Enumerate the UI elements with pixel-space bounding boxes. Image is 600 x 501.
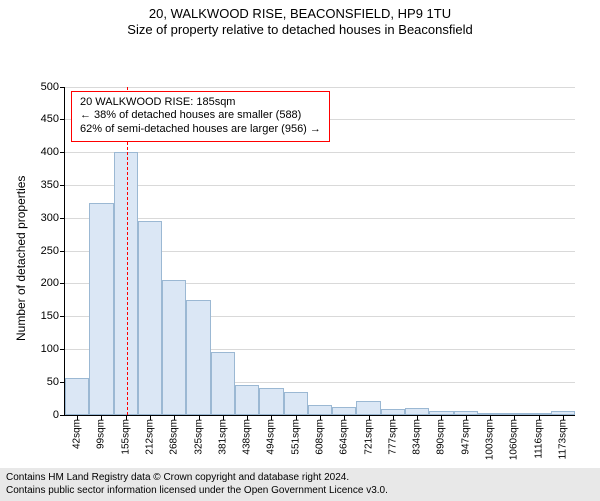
chart-title-line1: 20, WALKWOOD RISE, BEACONSFIELD, HP9 1TU <box>0 6 600 22</box>
y-gridline <box>65 87 575 88</box>
x-tick-label: 664sqm <box>339 415 350 455</box>
histogram-bar <box>259 388 283 414</box>
x-tick-label: 608sqm <box>315 415 326 455</box>
y-tick-label: 100 <box>41 343 65 355</box>
x-tick-label: 99sqm <box>96 415 107 449</box>
y-tick-label: 50 <box>47 376 65 388</box>
callout-box: 20 WALKWOOD RISE: 185sqm ← 38% of detach… <box>71 91 330 142</box>
footer-line1: Contains HM Land Registry data © Crown c… <box>6 472 594 485</box>
histogram-bar <box>211 352 235 414</box>
attribution-footer: Contains HM Land Registry data © Crown c… <box>0 468 600 501</box>
plot-area: 05010015020025030035040045050042sqm99sqm… <box>64 87 575 416</box>
chart-title-line2: Size of property relative to detached ho… <box>0 22 600 38</box>
x-tick-label: 834sqm <box>412 415 423 455</box>
y-tick-label: 250 <box>41 245 65 257</box>
x-tick-label: 1116sqm <box>533 415 544 459</box>
histogram-bar <box>186 300 210 415</box>
histogram-bar <box>235 385 259 415</box>
histogram-bar <box>89 203 113 414</box>
x-tick-label: 1003sqm <box>485 415 496 460</box>
y-tick-label: 350 <box>41 179 65 191</box>
y-tick-label: 500 <box>41 81 65 93</box>
callout-line2: ← 38% of detached houses are smaller (58… <box>80 109 321 123</box>
callout-line3: 62% of semi-detached houses are larger (… <box>80 123 321 137</box>
x-tick-label: 551sqm <box>290 415 301 455</box>
x-tick-label: 268sqm <box>169 415 180 455</box>
x-tick-label: 42sqm <box>72 415 83 449</box>
x-tick-label: 1060sqm <box>509 415 520 460</box>
y-gridline <box>65 185 575 186</box>
histogram-bar <box>162 280 186 414</box>
callout-line1: 20 WALKWOOD RISE: 185sqm <box>80 96 321 110</box>
y-axis-label: Number of detached properties <box>14 175 28 340</box>
histogram-bar <box>138 221 162 415</box>
histogram-bar <box>308 405 332 415</box>
x-tick-label: 890sqm <box>436 415 447 455</box>
y-tick-label: 450 <box>41 113 65 125</box>
y-gridline <box>65 218 575 219</box>
histogram-bar <box>332 407 356 415</box>
y-tick-label: 150 <box>41 310 65 322</box>
x-tick-label: 438sqm <box>242 415 253 455</box>
histogram-bar <box>65 378 89 414</box>
x-tick-label: 721sqm <box>363 415 374 455</box>
x-tick-label: 381sqm <box>217 415 228 455</box>
y-tick-label: 200 <box>41 277 65 289</box>
y-gridline <box>65 152 575 153</box>
x-tick-label: 325sqm <box>193 415 204 455</box>
x-tick-label: 494sqm <box>266 415 277 455</box>
histogram-bar <box>284 392 308 415</box>
x-tick-label: 947sqm <box>460 415 471 455</box>
y-tick-label: 400 <box>41 146 65 158</box>
histogram-bar <box>356 401 380 414</box>
footer-line2: Contains public sector information licen… <box>6 485 594 498</box>
x-tick-label: 777sqm <box>387 415 398 455</box>
x-tick-label: 212sqm <box>145 415 156 455</box>
chart-title-block: 20, WALKWOOD RISE, BEACONSFIELD, HP9 1TU… <box>0 0 600 39</box>
x-tick-label: 1173sqm <box>557 415 568 459</box>
x-tick-label: 155sqm <box>120 415 131 455</box>
histogram-bar <box>114 152 138 414</box>
y-tick-label: 300 <box>41 212 65 224</box>
y-tick-label: 0 <box>53 409 65 421</box>
